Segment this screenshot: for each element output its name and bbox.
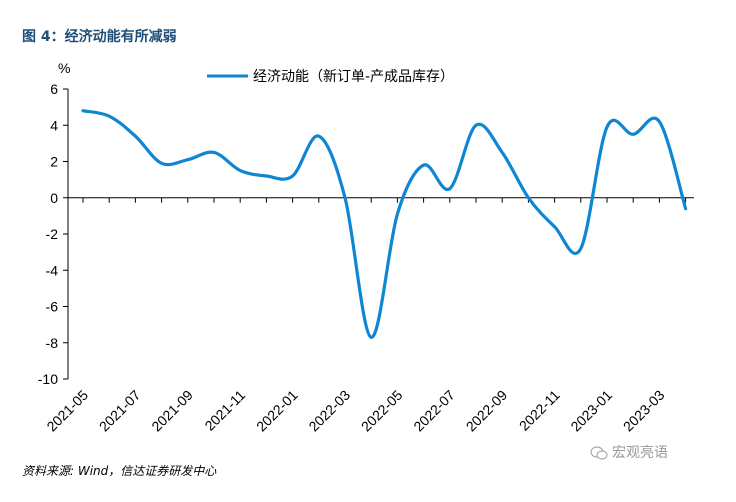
y-tick-label: 6 <box>50 81 58 97</box>
figure-title: 图 4：经济动能有所减弱 <box>22 29 177 45</box>
y-tick-label: -10 <box>38 371 58 387</box>
watermark-text: 宏观亮语 <box>612 445 668 461</box>
chart-legend: 经济动能（新订单-产成品库存） <box>207 69 454 85</box>
y-tick-label: 2 <box>50 154 58 170</box>
x-tick-label: 2023-03 <box>620 387 668 435</box>
y-tick-label: 0 <box>50 190 58 206</box>
series-group <box>81 109 688 339</box>
x-tick-label: 2021-11 <box>201 387 248 434</box>
y-tick-label: -8 <box>46 335 59 351</box>
x-tick-label: 2022-01 <box>253 387 301 435</box>
x-tick-label: 2022-07 <box>410 387 458 435</box>
x-tick-label: 2022-03 <box>305 387 353 435</box>
x-tick-label: 2021-05 <box>43 387 91 435</box>
y-tick-labels: 6 4 2 0 -2 -4 -6 -8 -10 <box>38 81 58 387</box>
x-tick-label: 2021-09 <box>148 387 196 435</box>
chart-axes <box>63 88 694 380</box>
y-tick-label: -6 <box>46 299 59 315</box>
y-axis-unit: % <box>58 60 71 76</box>
legend-label: 经济动能（新订单-产成品库存） <box>253 69 454 85</box>
y-tick-label: -2 <box>46 226 59 242</box>
x-tick-label: 2021-07 <box>96 387 144 435</box>
source-note: 资料来源: Wind，信达证券研发中心 <box>22 464 217 478</box>
series-line <box>81 109 688 339</box>
x-tick-labels: 2021-05 2021-07 2021-09 2021-11 2022-01 2022-… <box>43 387 667 435</box>
y-tick-label: 4 <box>50 117 58 133</box>
x-tick-label: 2023-01 <box>567 387 615 435</box>
wechat-icon <box>590 446 608 460</box>
x-tick-label: 2022-11 <box>516 387 563 434</box>
watermark: 宏观亮语 <box>590 442 668 462</box>
x-tick-label: 2022-05 <box>358 387 406 435</box>
y-tick-label: -4 <box>46 262 59 278</box>
x-tick-label: 2022-09 <box>463 387 511 435</box>
